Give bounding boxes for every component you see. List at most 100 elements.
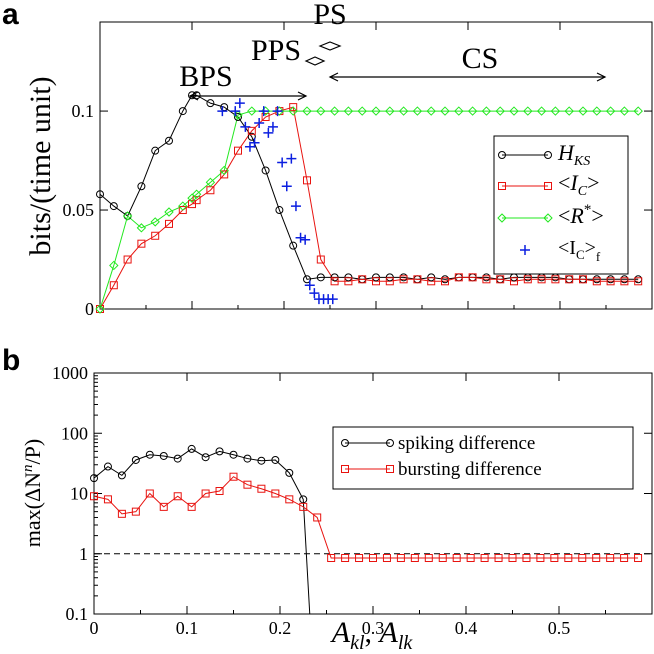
point-spiking difference: [215, 447, 224, 456]
point-bursting difference: [187, 502, 196, 511]
legend-icf-pre: <: [558, 237, 569, 259]
point-spiking difference: [271, 455, 280, 464]
point-bursting difference: [299, 502, 308, 511]
point-bursting difference: [536, 554, 545, 563]
point-bursting difference: [159, 502, 168, 511]
x-axis-label: Akl, Alk: [330, 616, 414, 654]
point-bursting difference: [117, 509, 126, 518]
point-<R*>: [550, 106, 561, 116]
panel-b-ytick-label: 1: [79, 544, 88, 564]
point-bursting difference: [466, 554, 475, 563]
point-spiking difference: [201, 453, 210, 462]
point-<R*>: [288, 106, 298, 116]
point-bursting difference: [313, 513, 322, 522]
legend-ic-pre: <: [558, 170, 570, 195]
point-bursting difference: [215, 487, 224, 496]
panel-b-xtick-label: 0.2: [269, 618, 292, 638]
point-H_KS: [137, 182, 146, 191]
point-<R*>: [412, 106, 423, 116]
legend-rstar-main: R: [569, 203, 584, 228]
point-<R*>: [316, 106, 326, 116]
point-<I_C>: [192, 196, 201, 205]
legend-ic-post: >: [587, 170, 599, 195]
point-bursting difference: [90, 492, 98, 501]
point-<R*>: [454, 106, 464, 116]
legend-ic-main: I: [569, 170, 579, 195]
point-<R*>: [150, 217, 160, 227]
point-bursting difference: [243, 480, 252, 489]
point-<I_C>: [565, 275, 574, 284]
point-spiking difference: [229, 450, 238, 459]
point-bursting difference: [592, 554, 601, 563]
legend-entry-icf: <IC>f: [520, 237, 601, 264]
point-<R*>: [633, 106, 643, 116]
ps-diamond-marker: [318, 41, 342, 51]
region-bps-label: BPS: [179, 60, 232, 93]
point-<R*>: [343, 106, 354, 116]
point-<R*>: [481, 106, 492, 116]
point-<I_C>_f: [234, 98, 245, 109]
legend-bursting-label: bursting difference: [398, 459, 542, 480]
point-bursting difference: [173, 492, 182, 501]
point-<I_C>: [537, 275, 546, 284]
point-<I_C>: [454, 273, 463, 282]
point-bursting difference: [341, 554, 350, 563]
legend-icf-sub2: f: [596, 249, 601, 264]
point-<I_C>: [344, 277, 353, 286]
point-<R*>: [523, 106, 533, 116]
point-H_KS: [289, 241, 298, 250]
point-spiking difference: [159, 451, 168, 460]
point-H_KS: [165, 136, 173, 145]
point-<I_C>: [303, 176, 311, 185]
point-H_KS: [303, 275, 311, 284]
panel-b-ytick-label: 10: [70, 484, 88, 504]
point-spiking difference: [90, 474, 98, 483]
svg-text:<R*>: <R*>: [558, 202, 604, 228]
point-<I_C>: [261, 113, 270, 122]
legend-ic-sub: C: [578, 184, 588, 199]
point-bursting difference: [131, 507, 140, 516]
point-<I_C>: [372, 277, 380, 286]
region-cs-label: CS: [462, 42, 499, 75]
point-H_KS: [188, 91, 196, 100]
point-<I_C>_f: [309, 288, 320, 299]
point-bursting difference: [494, 554, 503, 563]
svg-text:HKS: HKS: [557, 140, 590, 169]
legend-rstar-pre: <: [558, 203, 570, 228]
point-<R*>: [357, 106, 367, 116]
point-bursting difference: [382, 554, 391, 563]
point-bursting difference: [550, 554, 559, 563]
point-<I_C>: [358, 275, 367, 284]
point-<I_C>: [330, 277, 339, 286]
point-bursting difference: [396, 554, 405, 563]
bps-arrow-left-head: [188, 91, 199, 101]
point-<I_C>: [606, 277, 615, 286]
point-spiking difference: [145, 450, 154, 459]
point-bursting difference: [201, 489, 210, 498]
point-<I_C>_f: [304, 280, 315, 291]
point-spiking difference: [299, 495, 308, 504]
point-<I_C>: [441, 277, 449, 286]
point-spiking difference: [131, 455, 140, 464]
point-<I_C>: [496, 275, 505, 284]
panel-a-ytick-label: 0.05: [63, 200, 95, 220]
legend-entry-hks: HKS: [498, 140, 590, 169]
panel-b-ytick-label: 0.1: [66, 604, 89, 624]
panel-a-ytick-label: 0.1: [72, 101, 95, 121]
legend-spiking-label: spiking difference: [398, 433, 535, 454]
panel-a: 0 0.05 0.1 a bits/(time unit) PS PPS BPS C…: [2, 0, 653, 319]
legend-entry-bursting: bursting difference: [341, 459, 542, 480]
point-<R*>: [302, 106, 312, 116]
point-<I_C>_f: [263, 127, 274, 138]
point-<I_C>: [385, 277, 394, 286]
point-H_KS: [247, 132, 256, 141]
point-H_KS: [151, 146, 160, 155]
point-bursting difference: [257, 484, 266, 493]
point-<R*>: [398, 106, 409, 116]
point-<I_C>_f: [281, 181, 292, 192]
series-line-spiking difference: [93, 448, 311, 615]
point-<I_C>_f: [277, 157, 288, 168]
panel-b-xtick-label: 0.3: [362, 618, 385, 638]
